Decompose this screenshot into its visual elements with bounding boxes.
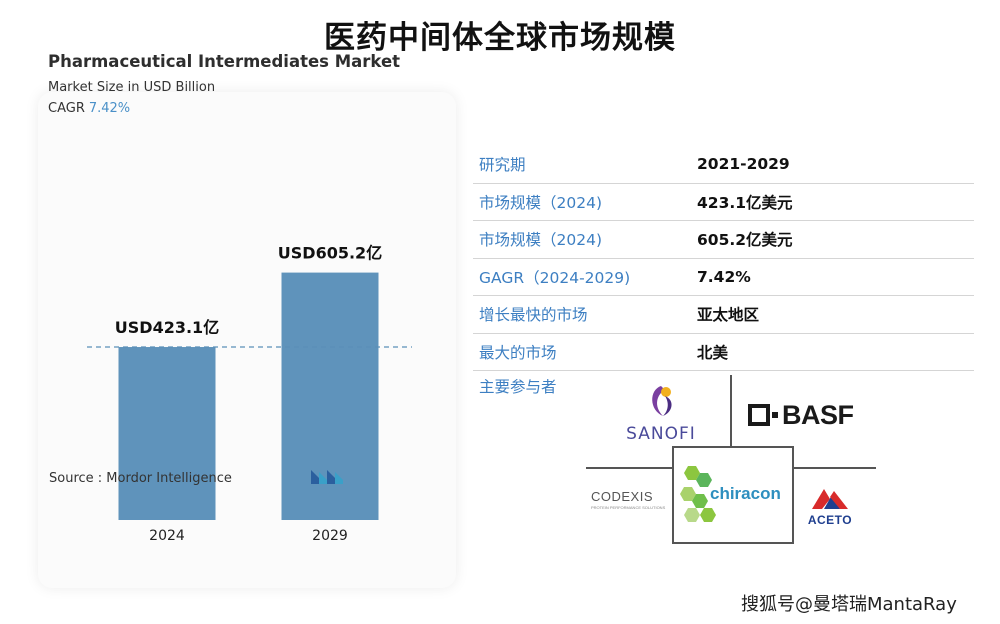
info-value: 7.42%: [697, 267, 751, 286]
chart-cagr: CAGR 7.42%: [48, 101, 130, 116]
chiracon-hexagon-icon: [680, 466, 716, 522]
info-table: 研究期 2021-2029 市场规模（2024) 423.1亿美元 市场规模（2…: [473, 146, 974, 371]
info-row-market-size-2024: 市场规模（2024) 423.1亿美元: [473, 184, 974, 221]
bar-chart: USD423.1亿 2024 USD605.2亿 2029: [87, 244, 412, 544]
logo-divider: [790, 467, 876, 469]
chart-title: Pharmaceutical Intermediates Market: [48, 52, 401, 71]
sanofi-bird-icon: [652, 386, 672, 416]
aceto-text: ACETO: [807, 513, 853, 527]
info-label: 市场规模（2024): [479, 231, 602, 250]
x-tick-label: 2029: [312, 528, 348, 544]
chart-source: Source : Mordor Intelligence: [49, 471, 232, 486]
logo-divider: [730, 375, 732, 447]
sanofi-text: SANOFI: [626, 424, 696, 444]
info-value: 423.1亿美元: [697, 193, 793, 212]
info-row-study-period: 研究期 2021-2029: [473, 146, 974, 184]
page-title: 医药中间体全球市场规模: [324, 20, 676, 56]
chart-card: [38, 92, 456, 588]
info-label: 最大的市场: [479, 343, 557, 362]
cagr-value: 7.42%: [88, 101, 131, 116]
data-label-2024: USD423.1亿: [115, 318, 219, 337]
info-label: 增长最快的市场: [479, 306, 588, 325]
info-label: 研究期: [479, 156, 526, 175]
info-value: 2021-2029: [697, 155, 790, 174]
info-row-fastest-growing: 增长最快的市场 亚太地区: [473, 296, 974, 334]
key-players-label: 主要参与者: [479, 378, 557, 396]
basf-dot-icon: [772, 412, 778, 418]
watermark: 搜狐号@曼塔瑞MantaRay: [741, 594, 957, 615]
info-value: 亚太地区: [697, 306, 760, 325]
basf-logo: BASF: [748, 400, 854, 431]
aceto-mark-icon: [812, 489, 848, 509]
chart-subtitle: Market Size in USD Billion: [48, 80, 216, 95]
aceto-logo: ACETO: [798, 487, 862, 527]
chiracon-text: chiracon: [710, 484, 781, 503]
info-value: 北美: [697, 343, 729, 362]
mordor-intelligence-logo-icon: [311, 470, 343, 484]
info-row-market-size-2029: 市场规模（2024) 605.2亿美元: [473, 221, 974, 259]
data-label-2029: USD605.2亿: [278, 244, 382, 263]
info-row-largest-market: 最大的市场 北美: [473, 334, 974, 371]
cagr-label: CAGR: [48, 101, 85, 116]
info-row-cagr: GAGR（2024-2029) 7.42%: [473, 259, 974, 296]
logo-divider: [586, 467, 672, 469]
codexis-subtext: PROTEIN PERFORMANCE SOLUTIONS: [591, 505, 666, 510]
chiracon-logo-box: [672, 446, 794, 544]
info-label: GAGR（2024-2029): [479, 268, 631, 287]
codexis-logo: CODEXIS PROTEIN PERFORMANCE SOLUTIONS: [591, 489, 665, 510]
info-value: 605.2亿美元: [697, 231, 793, 250]
bar-2024: [118, 347, 216, 520]
info-label: 市场规模（2024): [479, 193, 602, 212]
codexis-text: CODEXIS: [591, 489, 654, 504]
sanofi-logo: SANOFI: [606, 382, 716, 444]
basf-text: BASF: [782, 400, 854, 430]
x-tick-label: 2024: [149, 528, 185, 544]
basf-square-icon: [748, 404, 770, 426]
